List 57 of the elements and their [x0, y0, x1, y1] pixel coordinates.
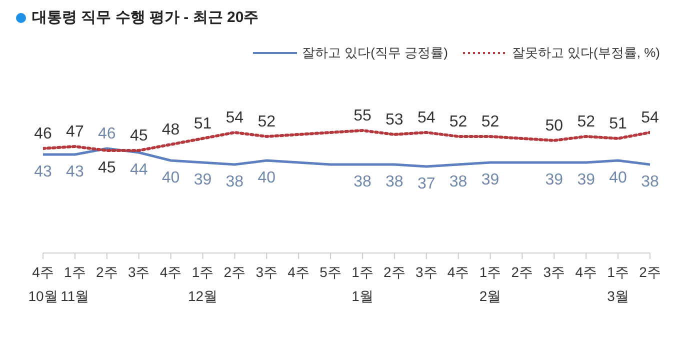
- data-label: 40: [609, 169, 628, 186]
- data-label: 38: [386, 174, 404, 190]
- chart-title: 대통령 직무 수행 평가 - 최근 20주: [32, 8, 259, 27]
- legend-label: 잘못하고 있다(부정률, %): [512, 44, 660, 62]
- data-label: 54: [226, 109, 244, 126]
- data-label: 44: [130, 161, 148, 178]
- x-tick-label: 2주: [224, 264, 246, 280]
- x-tick-label: 2주: [639, 264, 661, 280]
- x-tick-label: 3주: [256, 264, 278, 280]
- data-label: 38: [354, 174, 372, 190]
- data-label: 51: [194, 115, 212, 132]
- data-label: 40: [258, 169, 276, 186]
- data-label: 52: [481, 113, 500, 130]
- data-label: 54: [641, 109, 659, 126]
- x-tick-label: 5주: [320, 264, 342, 280]
- x-tick-label: 2주: [96, 264, 118, 280]
- data-label: 37: [417, 176, 436, 192]
- data-label: 48: [162, 121, 180, 138]
- data-label: 52: [449, 113, 468, 130]
- data-label: 53: [386, 111, 404, 128]
- data-label: 43: [66, 163, 84, 180]
- data-label: 55: [354, 107, 372, 124]
- x-tick-label: 1주 11월: [60, 264, 90, 304]
- data-label: 52: [258, 113, 276, 130]
- data-label: 46: [34, 125, 52, 142]
- x-tick-label: 1주 2월: [479, 264, 502, 304]
- data-label: 39: [577, 171, 596, 188]
- x-tick-label: 4주: [288, 264, 310, 280]
- x-tick-label: 3주: [543, 264, 566, 280]
- data-label: 45: [130, 127, 148, 144]
- data-label: 45: [98, 159, 116, 176]
- x-tick-label: 2주: [384, 264, 406, 280]
- data-label: 38: [641, 174, 659, 190]
- x-tick-label: 1주 1월: [352, 264, 374, 304]
- data-label: 39: [194, 171, 212, 188]
- x-tick-label: 1주 12월: [188, 264, 218, 304]
- data-label: 46: [98, 125, 116, 142]
- x-tick-label: 4주: [160, 264, 182, 280]
- x-tick-label: 3주: [415, 264, 438, 280]
- data-label: 47: [66, 123, 84, 140]
- data-label: 38: [226, 174, 244, 190]
- data-label: 54: [417, 109, 436, 126]
- data-label: 39: [545, 171, 564, 188]
- data-label: 40: [162, 169, 180, 186]
- data-label: 38: [449, 174, 468, 190]
- x-tick-label: 1주 3월: [607, 264, 629, 304]
- legend-label: 잘하고 있다(직무 긍정률): [302, 44, 448, 62]
- x-tick-label: 2주: [511, 264, 534, 280]
- data-label: 52: [577, 113, 596, 130]
- data-label: 51: [609, 115, 628, 132]
- x-tick-label: 3주: [128, 264, 150, 280]
- data-label: 50: [545, 117, 564, 134]
- data-label: 43: [34, 163, 52, 180]
- x-tick-label: 4주: [575, 264, 598, 280]
- x-tick-label: 4주: [447, 264, 470, 280]
- x-tick-label: 4주 10월: [28, 264, 58, 304]
- data-label: 39: [481, 171, 500, 188]
